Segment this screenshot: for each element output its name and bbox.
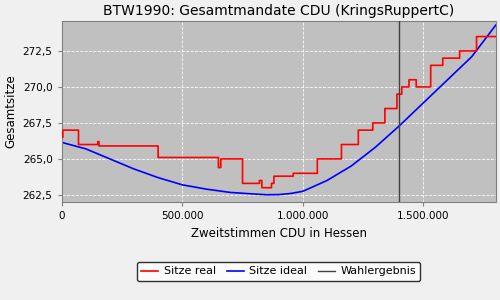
Sitze ideal [288,192,294,195]
Sitze ideal [468,55,474,58]
Sitze real [259,186,265,190]
Sitze real [356,128,362,132]
Sitze ideal [131,167,137,171]
Sitze ideal [348,164,354,168]
Line: Sitze ideal: Sitze ideal [62,25,496,195]
Sitze ideal [372,146,378,149]
Sitze ideal [300,190,306,193]
Sitze real [474,35,480,38]
Sitze real [155,144,161,148]
Sitze real [58,136,64,139]
Sitze ideal [155,176,161,179]
Sitze ideal [324,179,330,182]
Sitze real [493,35,499,38]
Legend: Sitze real, Sitze ideal, Wahlergebnis: Sitze real, Sitze ideal, Wahlergebnis [137,262,420,281]
Sitze real [370,128,376,132]
Sitze real [338,143,344,146]
Sitze ideal [444,78,450,82]
Sitze ideal [204,187,210,191]
Sitze ideal [276,193,281,196]
Sitze ideal [420,101,426,105]
Y-axis label: Gesamtsitze: Gesamtsitze [4,74,17,148]
Sitze ideal [228,190,234,194]
Sitze ideal [396,124,402,128]
Sitze ideal [252,192,258,196]
Sitze ideal [58,141,64,144]
Sitze ideal [107,157,113,161]
Sitze ideal [82,147,88,151]
Sitze ideal [493,23,499,27]
Sitze real [268,186,274,190]
X-axis label: Zweitstimmen CDU in Hessen: Zweitstimmen CDU in Hessen [190,227,366,240]
Sitze ideal [264,193,270,196]
Title: BTW1990: Gesamtmandate CDU (KringsRuppertC): BTW1990: Gesamtmandate CDU (KringsRupper… [103,4,455,18]
Line: Sitze real: Sitze real [62,37,496,188]
Sitze ideal [179,183,185,187]
Sitze real [394,107,400,110]
